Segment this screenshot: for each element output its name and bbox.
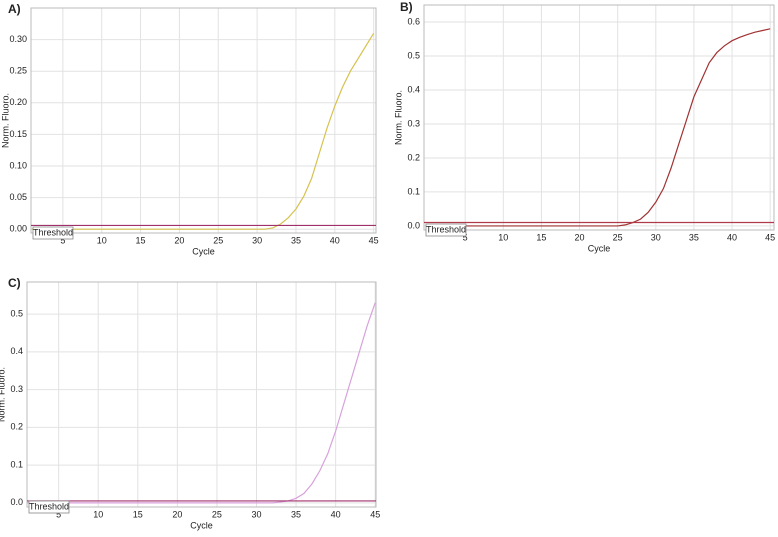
x-tick-label: 35	[291, 235, 301, 245]
y-tick-label: 0.5	[10, 308, 23, 318]
x-tick-label: 30	[252, 235, 262, 245]
plot-frame	[26, 281, 377, 508]
y-tick-label: 0.4	[10, 346, 23, 356]
y-tick-label: 0.4	[407, 84, 420, 94]
panel-label: C)	[8, 276, 21, 290]
x-tick-label: 5	[60, 235, 65, 245]
x-tick-label: 10	[93, 509, 103, 519]
x-tick-label: 45	[370, 509, 380, 519]
x-tick-label: 20	[172, 509, 182, 519]
x-axis-title: Cycle	[190, 520, 213, 530]
x-tick-label: 40	[727, 232, 737, 242]
y-tick-label: 0.1	[407, 186, 420, 196]
x-tick-label: 35	[291, 509, 301, 519]
x-tick-label: 25	[613, 232, 623, 242]
y-axis-title: Norm. Fluoro.	[0, 367, 6, 422]
y-tick-label: 0.25	[9, 66, 27, 76]
x-tick-label: 5	[56, 509, 61, 519]
x-tick-label: 45	[765, 232, 775, 242]
x-tick-label: 45	[369, 235, 379, 245]
y-tick-label: 0.3	[407, 118, 420, 128]
x-tick-label: 20	[575, 232, 585, 242]
y-tick-label: 0.5	[407, 50, 420, 60]
x-axis-title: Cycle	[588, 243, 611, 253]
y-tick-label: 0.0	[10, 497, 23, 507]
panel-label: A)	[8, 2, 21, 16]
y-tick-label: 0.10	[9, 160, 27, 170]
x-tick-label: 20	[174, 235, 184, 245]
threshold-box	[425, 223, 467, 237]
y-tick-label: 0.05	[9, 192, 27, 202]
x-tick-label: 5	[463, 232, 468, 242]
y-tick-label: 0.0	[407, 220, 420, 230]
chart-panel: 5 10 15 20 25 30 35 40 45 0.0 0.1 0.2 0.3 0.4 0.5 Thres…	[0, 276, 380, 530]
x-tick-label: 40	[331, 509, 341, 519]
x-tick-label: 25	[213, 235, 223, 245]
y-tick-label: 0.2	[10, 422, 23, 432]
x-tick-label: 10	[498, 232, 508, 242]
y-tick-label: 0.6	[407, 16, 420, 26]
x-tick-label: 35	[689, 232, 699, 242]
x-tick-label: 25	[212, 509, 222, 519]
x-axis-title: Cycle	[192, 246, 215, 256]
x-tick-label: 10	[97, 235, 107, 245]
y-tick-label: 0.3	[10, 384, 23, 394]
y-tick-label: 0.20	[9, 97, 27, 107]
y-tick-label: 0.00	[9, 224, 27, 234]
panel-label: B)	[400, 0, 413, 14]
x-tick-label: 15	[536, 232, 546, 242]
y-tick-label: 0.15	[9, 129, 27, 139]
chart-panel: 5 10 15 20 25 30 35 40 45 0.0 0.1 0.2 0.3 0.4 0.5 0.6 Th…	[393, 0, 775, 253]
threshold-label: Threshold	[426, 224, 466, 234]
threshold-box	[28, 500, 70, 514]
y-axis-title: Norm. Fluoro.	[393, 90, 403, 145]
y-axis-title: Norm. Fluoro.	[0, 93, 10, 148]
threshold-label: Threshold	[29, 501, 69, 511]
y-tick-label: 0.2	[407, 152, 420, 162]
amplification-curve	[27, 302, 376, 504]
x-tick-label: 30	[651, 232, 661, 242]
x-tick-label: 40	[330, 235, 340, 245]
threshold-label: Threshold	[33, 227, 73, 237]
amplification-curve	[434, 28, 771, 227]
x-tick-label: 15	[133, 509, 143, 519]
plot-frame	[423, 4, 775, 231]
y-tick-label: 0.1	[10, 459, 23, 469]
chart-panel: 5 10 15 20 25 30 35 40 45 0.00 0.05 0.10 0.15 0.20 0.2…	[0, 2, 378, 256]
plot-frame	[30, 7, 377, 234]
y-tick-label: 0.30	[9, 34, 27, 44]
amplification-curve	[31, 32, 375, 230]
x-tick-label: 15	[136, 235, 146, 245]
threshold-box	[32, 226, 74, 240]
x-tick-label: 30	[251, 509, 261, 519]
